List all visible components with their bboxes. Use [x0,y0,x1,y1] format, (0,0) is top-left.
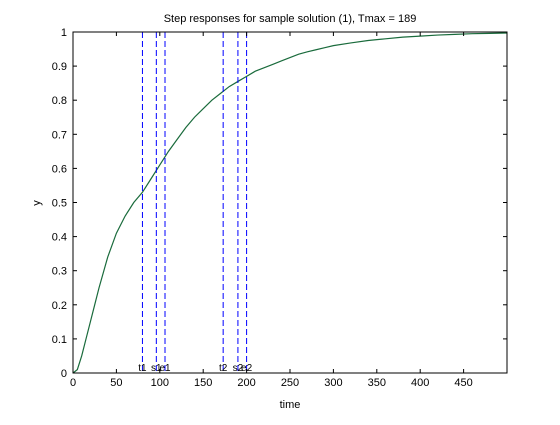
series-layer [72,32,508,374]
x-tick-label: 250 [281,377,299,389]
y-tick-label: 0.8 [52,95,67,107]
marker-label-e1: e1 [159,363,171,374]
y-tick-labels: 0 0.1 0.2 0.3 0.4 0.5 0.6 0.7 0.8 0.9 1 [52,27,67,380]
x-tick-labels: 0 50 100 150 200 250 300 350 400 450 [70,377,473,389]
x-axis-label: time [280,399,301,411]
y-tick-label: 0.6 [52,163,67,175]
y-axis-label: y [31,200,43,206]
x-tick-label: 100 [151,377,169,389]
y-tick-label: 0.7 [52,129,67,141]
y-tick-label: 0.5 [52,198,67,210]
y-tick-label: 1 [61,27,67,39]
marker-label-t2: t2 [219,363,228,374]
y-tick-label: 0.9 [52,61,67,73]
x-tick-label: 0 [70,377,76,389]
y-tick-label: 0.1 [52,334,67,346]
x-tick-label: 150 [194,377,212,389]
y-tick-label: 0.3 [52,266,67,278]
plot-background [73,32,507,373]
marker-label-e2: e2 [241,363,253,374]
chart-title: Step responses for sample solution (1), … [164,13,417,25]
marker-label-s1: s1 [151,363,162,374]
x-tick-label: 350 [368,377,386,389]
y-tick-label: 0 [61,368,67,380]
x-tick-label: 200 [237,377,255,389]
series-line-0 [72,32,508,374]
x-tick-label: 450 [454,377,472,389]
x-tick-label: 300 [324,377,342,389]
y-tick-label: 0.2 [52,300,67,312]
y-tick-label: 0.4 [52,232,67,244]
x-tick-label: 50 [110,377,122,389]
ticks-layer [72,31,507,374]
marker-label-s2: s2 [233,363,244,374]
markers-layer [141,32,248,373]
x-tick-label: 400 [411,377,429,389]
marker-label-t1: t1 [138,363,147,374]
